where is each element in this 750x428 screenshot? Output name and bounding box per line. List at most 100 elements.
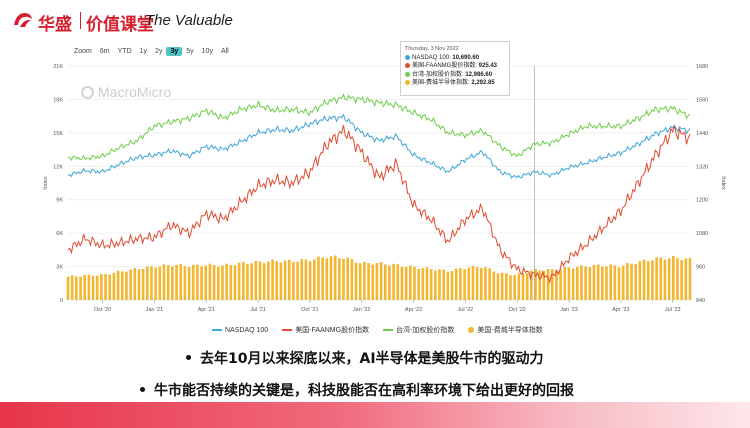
sox-bar	[141, 268, 145, 300]
left-axis-tick: 21K	[53, 64, 63, 70]
sox-bar	[116, 270, 120, 300]
sox-bar	[350, 259, 354, 300]
sox-bar	[338, 258, 341, 300]
legend-item[interactable]: 美国-费城半导体指数	[468, 325, 543, 335]
sox-bar	[287, 259, 291, 300]
zoom-button-10y[interactable]: 10y	[201, 48, 213, 55]
sox-bar	[304, 259, 308, 300]
sox-bar	[100, 274, 103, 300]
sox-bar	[642, 259, 646, 300]
sox-bar	[363, 261, 366, 300]
sox-bar	[271, 259, 274, 300]
sox-bar	[104, 273, 107, 300]
tooltip-label: NASDAQ 100:	[412, 54, 453, 61]
header: 华盛 价值课堂 The Valuable	[0, 0, 750, 40]
brand-name: 华盛	[38, 15, 72, 35]
sox-bar	[396, 264, 400, 300]
sox-bar	[646, 261, 650, 300]
x-axis-tick: Oct '22	[509, 307, 526, 313]
sox-bar	[383, 264, 387, 300]
zoom-button-6m[interactable]: 6m	[99, 48, 110, 55]
line-chart[interactable]: 0 3K 6K 9K 12K 15K 18K 21K 840 960 1080 1200 1320 144…	[38, 58, 728, 338]
sox-bar	[229, 264, 233, 300]
legend-item[interactable]: 美国-FAANMG股价指数	[282, 325, 369, 335]
sox-bar	[375, 263, 379, 300]
chart-tooltip: Thursday, 3 Nov 2022 NASDAQ 100: 10,690.…	[400, 41, 510, 96]
sox-bar	[488, 268, 491, 300]
sox-bar	[129, 269, 132, 300]
sox-bar	[133, 268, 137, 300]
zoom-button-5y[interactable]: 5y	[186, 48, 194, 55]
bullet-point-1: 去年10月以来探底以来，AI半导体是美股牛市的驱动力	[186, 348, 544, 368]
sox-bar	[463, 269, 466, 300]
zoom-button-all[interactable]: All	[220, 48, 229, 55]
sox-bar	[179, 264, 183, 300]
sox-bar	[312, 259, 316, 300]
sox-bar	[438, 269, 441, 300]
sox-bar	[342, 258, 345, 300]
sox-bar	[563, 267, 567, 300]
sox-bar	[317, 256, 320, 300]
tooltip-row: 美国-FAANMG股价指数: 925.43	[405, 62, 505, 71]
right-axis-tick: 1440	[696, 131, 708, 137]
huasheng-logo-icon	[14, 13, 32, 27]
sox-bar	[567, 267, 571, 300]
chart-legend: NASDAQ 100 美国-FAANMG股价指数 台湾-加权股价指数 美国-费城半导体…	[212, 325, 557, 335]
x-axis-tick: Jul '22	[458, 307, 474, 313]
sox-bar	[354, 262, 358, 300]
sox-bar	[371, 264, 375, 300]
zoom-button-ytd[interactable]: YTD	[117, 48, 132, 55]
sox-bar	[421, 268, 425, 300]
legend-swatch	[468, 327, 475, 333]
sox-bar	[450, 271, 454, 300]
sox-bar	[258, 261, 262, 300]
x-axis-tick: Jan '22	[353, 307, 371, 313]
sox-bar	[413, 266, 416, 300]
sox-bar	[676, 258, 679, 300]
sox-bar	[333, 255, 337, 300]
sox-bar	[634, 264, 638, 300]
sox-bar	[83, 275, 86, 300]
zoom-button-2y[interactable]: 2y	[155, 48, 163, 55]
tooltip-row: NASDAQ 100: 10,690.60	[405, 54, 505, 63]
tooltip-dot	[405, 63, 410, 69]
legend-swatch	[282, 329, 293, 331]
zoom-bar: Zoom 6m YTD 1y 2y 3y 5y 10y All	[70, 47, 233, 56]
sox-bar	[308, 261, 312, 300]
sox-bar	[221, 265, 224, 300]
tooltip-value: 10,690.60	[452, 54, 480, 61]
sox-bar	[242, 261, 245, 300]
bullet-dot	[140, 386, 145, 392]
sox-bar	[212, 264, 216, 300]
sox-bar	[392, 263, 395, 300]
legend-item[interactable]: 台湾-加权股价指数	[383, 325, 454, 335]
sox-bar	[680, 260, 683, 300]
sox-bar	[605, 266, 608, 300]
right-axis-tick: 1560	[696, 97, 708, 103]
tooltip-value: 925.43	[478, 63, 498, 70]
sox-bar	[158, 266, 162, 300]
sox-bar	[684, 258, 688, 300]
sox-bar	[70, 275, 74, 300]
zoom-button-1y[interactable]: 1y	[139, 48, 148, 55]
x-axis-tick: Jul '23	[665, 307, 681, 313]
left-axis-tick: 15K	[53, 131, 63, 137]
sox-bar	[525, 273, 529, 300]
x-axis-tick: Oct '21	[301, 307, 318, 313]
x-axis-tick: Jan '23	[560, 307, 578, 313]
left-axis-tick: 9K	[56, 198, 63, 204]
legend-label: NASDAQ 100	[225, 326, 269, 334]
tooltip-dot	[405, 71, 410, 77]
sox-bar	[400, 266, 404, 300]
sox-bar	[672, 256, 675, 300]
tooltip-label: 美国-费城半导体指数:	[412, 80, 472, 87]
sox-bar	[580, 265, 583, 300]
left-axis-tick: 3K	[56, 265, 63, 271]
zoom-button-3y[interactable]: 3y	[166, 47, 183, 56]
sox-bar	[584, 266, 587, 300]
sox-bar	[688, 257, 692, 300]
sox-bar	[262, 263, 266, 300]
sox-bar	[550, 269, 554, 300]
sox-bar	[484, 267, 487, 300]
legend-item[interactable]: NASDAQ 100	[212, 325, 268, 335]
